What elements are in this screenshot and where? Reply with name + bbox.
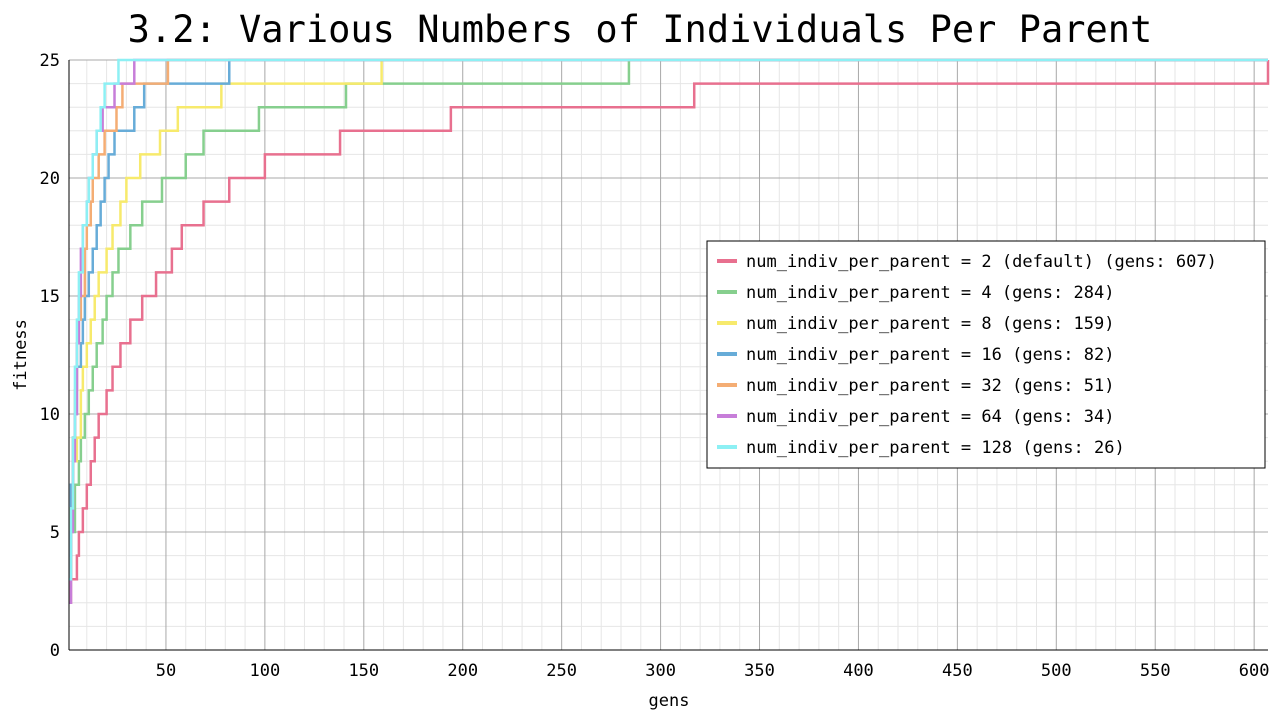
x-tick-label: 350 xyxy=(744,661,775,681)
series-line-1 xyxy=(69,60,1270,605)
x-tick-label: 200 xyxy=(447,661,478,681)
legend-box xyxy=(706,240,1266,469)
tick-labels: 50 100 150 200 250 300 350 400 450 500 550 600 0 5 10 1… xyxy=(40,51,1270,681)
legend-entry: num_indiv_per_parent = 32 (gens: 51) xyxy=(746,376,1114,396)
axes xyxy=(68,60,1268,651)
legend-entry: num_indiv_per_parent = 16 (gens: 82) xyxy=(746,345,1114,365)
x-tick-label: 300 xyxy=(645,661,676,681)
legend-entry: num_indiv_per_parent = 128 (gens: 26) xyxy=(746,438,1125,458)
y-tick-label: 0 xyxy=(50,641,60,661)
x-tick-label: 500 xyxy=(1041,661,1072,681)
x-tick-label: 50 xyxy=(156,661,176,681)
x-tick-label: 450 xyxy=(942,661,973,681)
x-axis-label: gens xyxy=(649,691,690,711)
legend: num_indiv_per_parent = 2 (default) (gens… xyxy=(706,240,1266,469)
x-tick-label: 100 xyxy=(250,661,281,681)
x-tick-label: 550 xyxy=(1140,661,1171,681)
legend-entry: num_indiv_per_parent = 64 (gens: 34) xyxy=(746,407,1114,427)
y-tick-label: 10 xyxy=(40,405,60,425)
legend-entry: num_indiv_per_parent = 4 (gens: 284) xyxy=(746,283,1114,303)
y-tick-label: 20 xyxy=(40,169,60,189)
x-tick-label: 600 xyxy=(1239,661,1270,681)
y-tick-label: 25 xyxy=(40,51,60,71)
x-tick-label: 400 xyxy=(843,661,874,681)
y-tick-label: 5 xyxy=(50,523,60,543)
series-line-7 xyxy=(69,58,1268,581)
x-tick-label: 250 xyxy=(546,661,577,681)
series-line-2 xyxy=(69,58,1268,581)
series-lines xyxy=(69,58,1270,605)
y-tick-label: 15 xyxy=(40,287,60,307)
x-tick-label: 150 xyxy=(348,661,379,681)
series-line-3 xyxy=(69,58,1268,581)
legend-entry: num_indiv_per_parent = 2 (default) (gens… xyxy=(746,252,1217,272)
legend-entry: num_indiv_per_parent = 8 (gens: 159) xyxy=(746,314,1114,334)
chart-title: 3.2: Various Numbers of Individuals Per … xyxy=(127,8,1153,51)
y-axis-label: fitness xyxy=(11,319,31,391)
